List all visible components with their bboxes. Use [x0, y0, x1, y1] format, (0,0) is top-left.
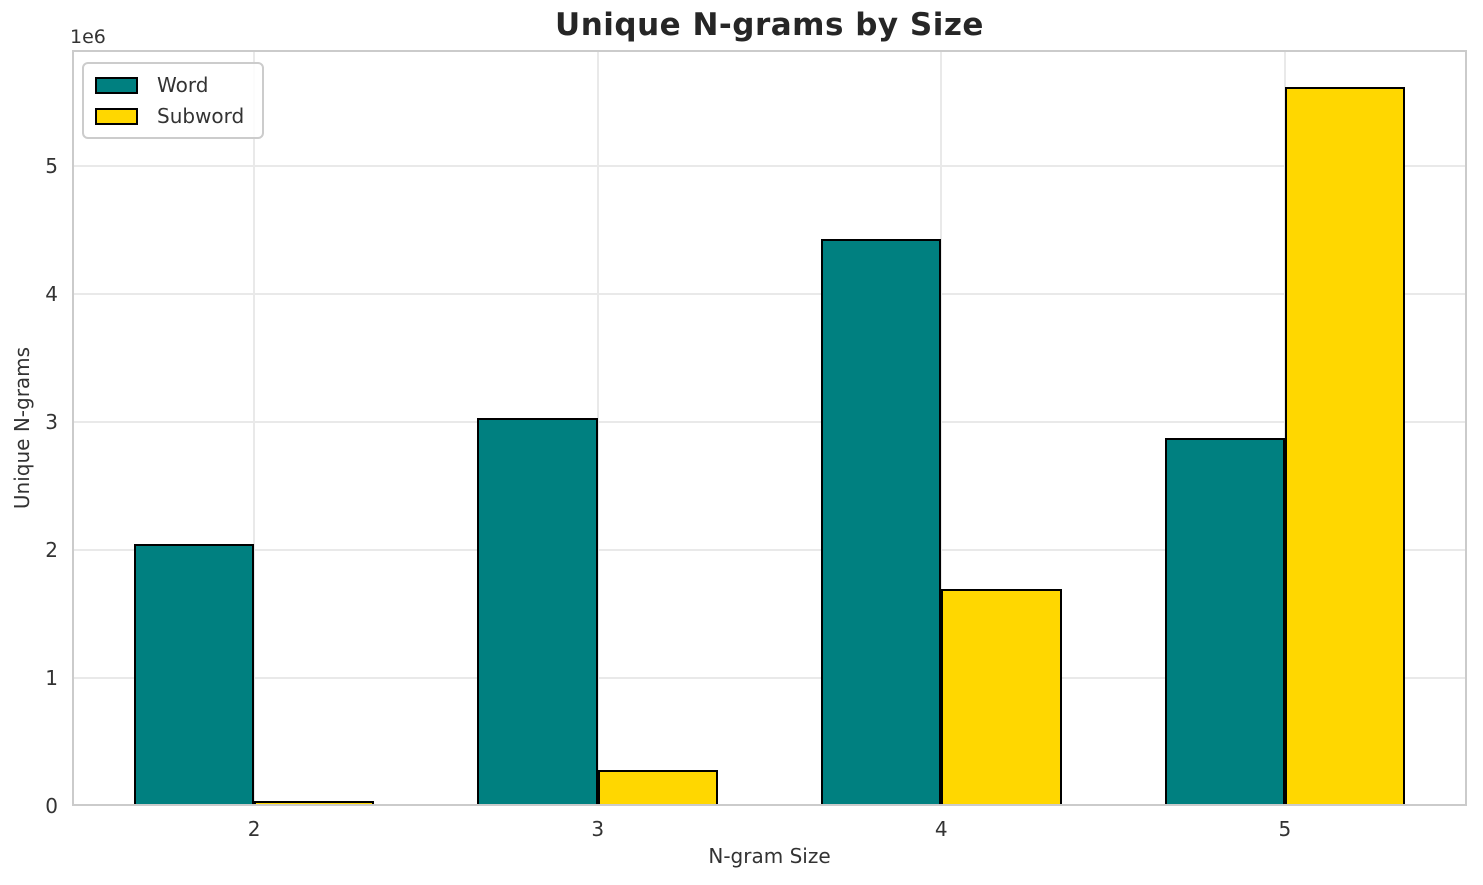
plot-area: [72, 50, 1467, 806]
y-gridline: [72, 293, 1467, 296]
x-tick-label: 2: [247, 817, 261, 841]
legend-label-word: Word: [157, 73, 209, 97]
x-gridline: [940, 50, 943, 806]
y-tick-label: 0: [45, 794, 58, 818]
x-tick-label: 4: [934, 817, 948, 841]
bar-subword-3: [597, 770, 718, 806]
x-gridline: [253, 50, 256, 806]
legend-entry-subword: Subword: [95, 104, 244, 128]
bar-word-2: [133, 543, 255, 806]
bar-subword-2: [254, 800, 375, 806]
legend-entry-word: Word: [95, 73, 244, 97]
bar-word-5: [1164, 437, 1285, 806]
y-tick-label: 2: [45, 538, 58, 563]
bar-subword-5: [1284, 87, 1406, 806]
bar-word-3: [477, 418, 598, 806]
y-tick-label: 1: [45, 666, 58, 691]
y-gridline: [72, 549, 1467, 552]
subword-series-swatch: [95, 107, 138, 125]
legend: Word Subword: [82, 62, 265, 139]
y-tick-label: 4: [45, 282, 58, 307]
bar-word-4: [821, 239, 942, 806]
y-tick-label: 3: [45, 410, 58, 435]
y-gridline: [72, 165, 1467, 168]
bar-subword-4: [941, 588, 1062, 806]
x-tick-label: 3: [591, 817, 605, 841]
y-gridline: [72, 677, 1467, 680]
chart-title: Unique N-grams by Size: [555, 7, 984, 43]
x-tick-label: 5: [1278, 817, 1292, 841]
x-axis-label: N-gram Size: [708, 844, 831, 868]
word-series-swatch: [95, 76, 138, 94]
y-axis-offset-label: 1e6: [70, 26, 106, 48]
y-tick-label: 5: [45, 154, 58, 179]
legend-label-subword: Subword: [157, 104, 245, 128]
y-gridline: [72, 421, 1467, 424]
x-gridline: [596, 50, 599, 806]
